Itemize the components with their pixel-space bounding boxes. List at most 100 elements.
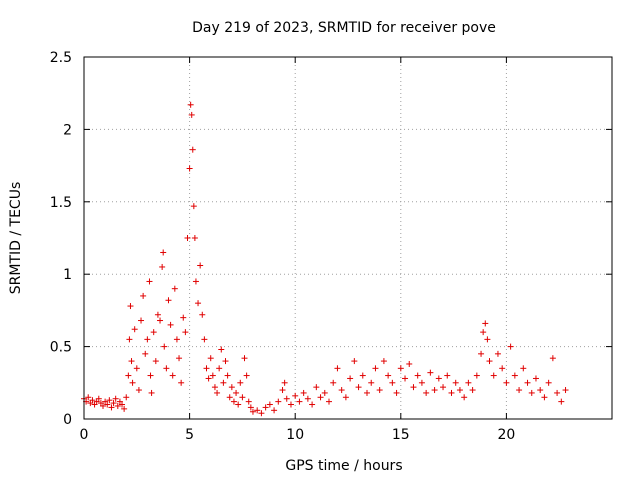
data-point <box>163 365 170 372</box>
data-point <box>300 389 307 396</box>
data-point <box>131 326 138 333</box>
data-point <box>121 405 128 412</box>
plot-frame <box>83 56 613 420</box>
data-point <box>465 379 472 386</box>
data-point <box>112 395 119 402</box>
y-tick-label: 0.5 <box>50 340 72 356</box>
data-point <box>191 235 198 241</box>
data-point <box>486 358 493 365</box>
data-point <box>528 389 535 396</box>
data-point <box>321 389 328 396</box>
data-point <box>406 360 413 367</box>
data-point <box>271 407 278 414</box>
data-point <box>372 365 379 372</box>
data-point <box>480 329 487 336</box>
data-point <box>133 365 140 372</box>
data-point <box>241 355 248 362</box>
data-point <box>180 314 187 321</box>
data-point <box>520 365 527 372</box>
data-point <box>235 401 242 408</box>
y-tick-label: 2 <box>63 122 72 138</box>
data-point <box>216 365 223 372</box>
data-point <box>186 165 193 172</box>
data-point <box>342 394 349 401</box>
data-point <box>182 329 189 336</box>
data-point <box>452 379 459 386</box>
data-point <box>393 389 400 396</box>
data-point <box>127 303 134 310</box>
data-point <box>95 395 102 402</box>
grid <box>84 57 612 419</box>
data-point <box>207 355 214 362</box>
data-point <box>364 389 371 396</box>
data-point <box>209 372 216 379</box>
data-point <box>418 379 425 386</box>
data-point <box>184 235 191 241</box>
data-point <box>347 375 354 382</box>
data-point <box>254 407 261 414</box>
x-tick-label: 0 <box>80 427 89 443</box>
data-point <box>201 336 208 343</box>
data-point <box>192 278 199 285</box>
data-point <box>106 397 113 404</box>
data-point <box>108 404 115 411</box>
data-point <box>532 375 539 382</box>
data-point <box>129 379 136 386</box>
data-point <box>161 343 168 350</box>
data-point <box>104 401 111 408</box>
data-point <box>562 387 569 394</box>
x-tick-label: 15 <box>392 427 410 443</box>
data-point <box>100 402 107 409</box>
data-point <box>205 375 212 382</box>
y-tick-label: 1.5 <box>50 195 72 211</box>
data-point <box>549 355 556 362</box>
chart-title: Day 219 of 2023, SRMTID for receiver pov… <box>192 20 496 36</box>
data-point <box>176 355 183 362</box>
data-point <box>195 300 202 307</box>
data-point <box>146 278 153 285</box>
data-point <box>448 389 455 396</box>
data-point <box>138 317 145 324</box>
data-point <box>123 394 130 401</box>
data-point <box>309 401 316 408</box>
data-point <box>317 394 324 401</box>
data-point <box>220 379 227 386</box>
data-point <box>178 379 185 386</box>
data-point <box>355 384 362 391</box>
data-point <box>478 350 485 357</box>
data-point <box>188 111 195 118</box>
data-point <box>228 384 235 391</box>
data-point <box>545 379 552 386</box>
x-tick-label: 10 <box>286 427 304 443</box>
data-point <box>325 398 332 405</box>
data-point <box>279 387 286 394</box>
data-point <box>537 387 544 394</box>
data-point <box>152 358 159 365</box>
y-tick-label: 1 <box>63 267 72 283</box>
data-point <box>247 404 254 411</box>
data-point <box>239 394 246 401</box>
data-point <box>397 365 404 372</box>
data-point <box>292 392 299 399</box>
data-point <box>469 387 476 394</box>
axis-ticks: 0 5 10 15 20 0 0.5 1 1.5 2 2.5 <box>50 50 612 443</box>
data-point <box>334 365 341 372</box>
data-point <box>507 343 514 350</box>
data-point <box>154 311 161 318</box>
y-tick-label: 2.5 <box>50 50 72 66</box>
data-point <box>258 410 265 417</box>
x-tick-label: 20 <box>497 427 515 443</box>
data-point <box>157 317 164 324</box>
data-point <box>237 379 244 386</box>
data-point <box>330 379 337 386</box>
data-point <box>490 372 497 379</box>
data-point <box>135 387 142 394</box>
data-point <box>427 369 434 376</box>
y-tick-label: 0 <box>63 412 72 428</box>
data-point <box>199 311 206 318</box>
data-points <box>81 101 569 417</box>
data-point <box>499 365 506 372</box>
data-point <box>283 395 290 402</box>
data-point <box>482 320 489 327</box>
data-point <box>142 350 149 357</box>
